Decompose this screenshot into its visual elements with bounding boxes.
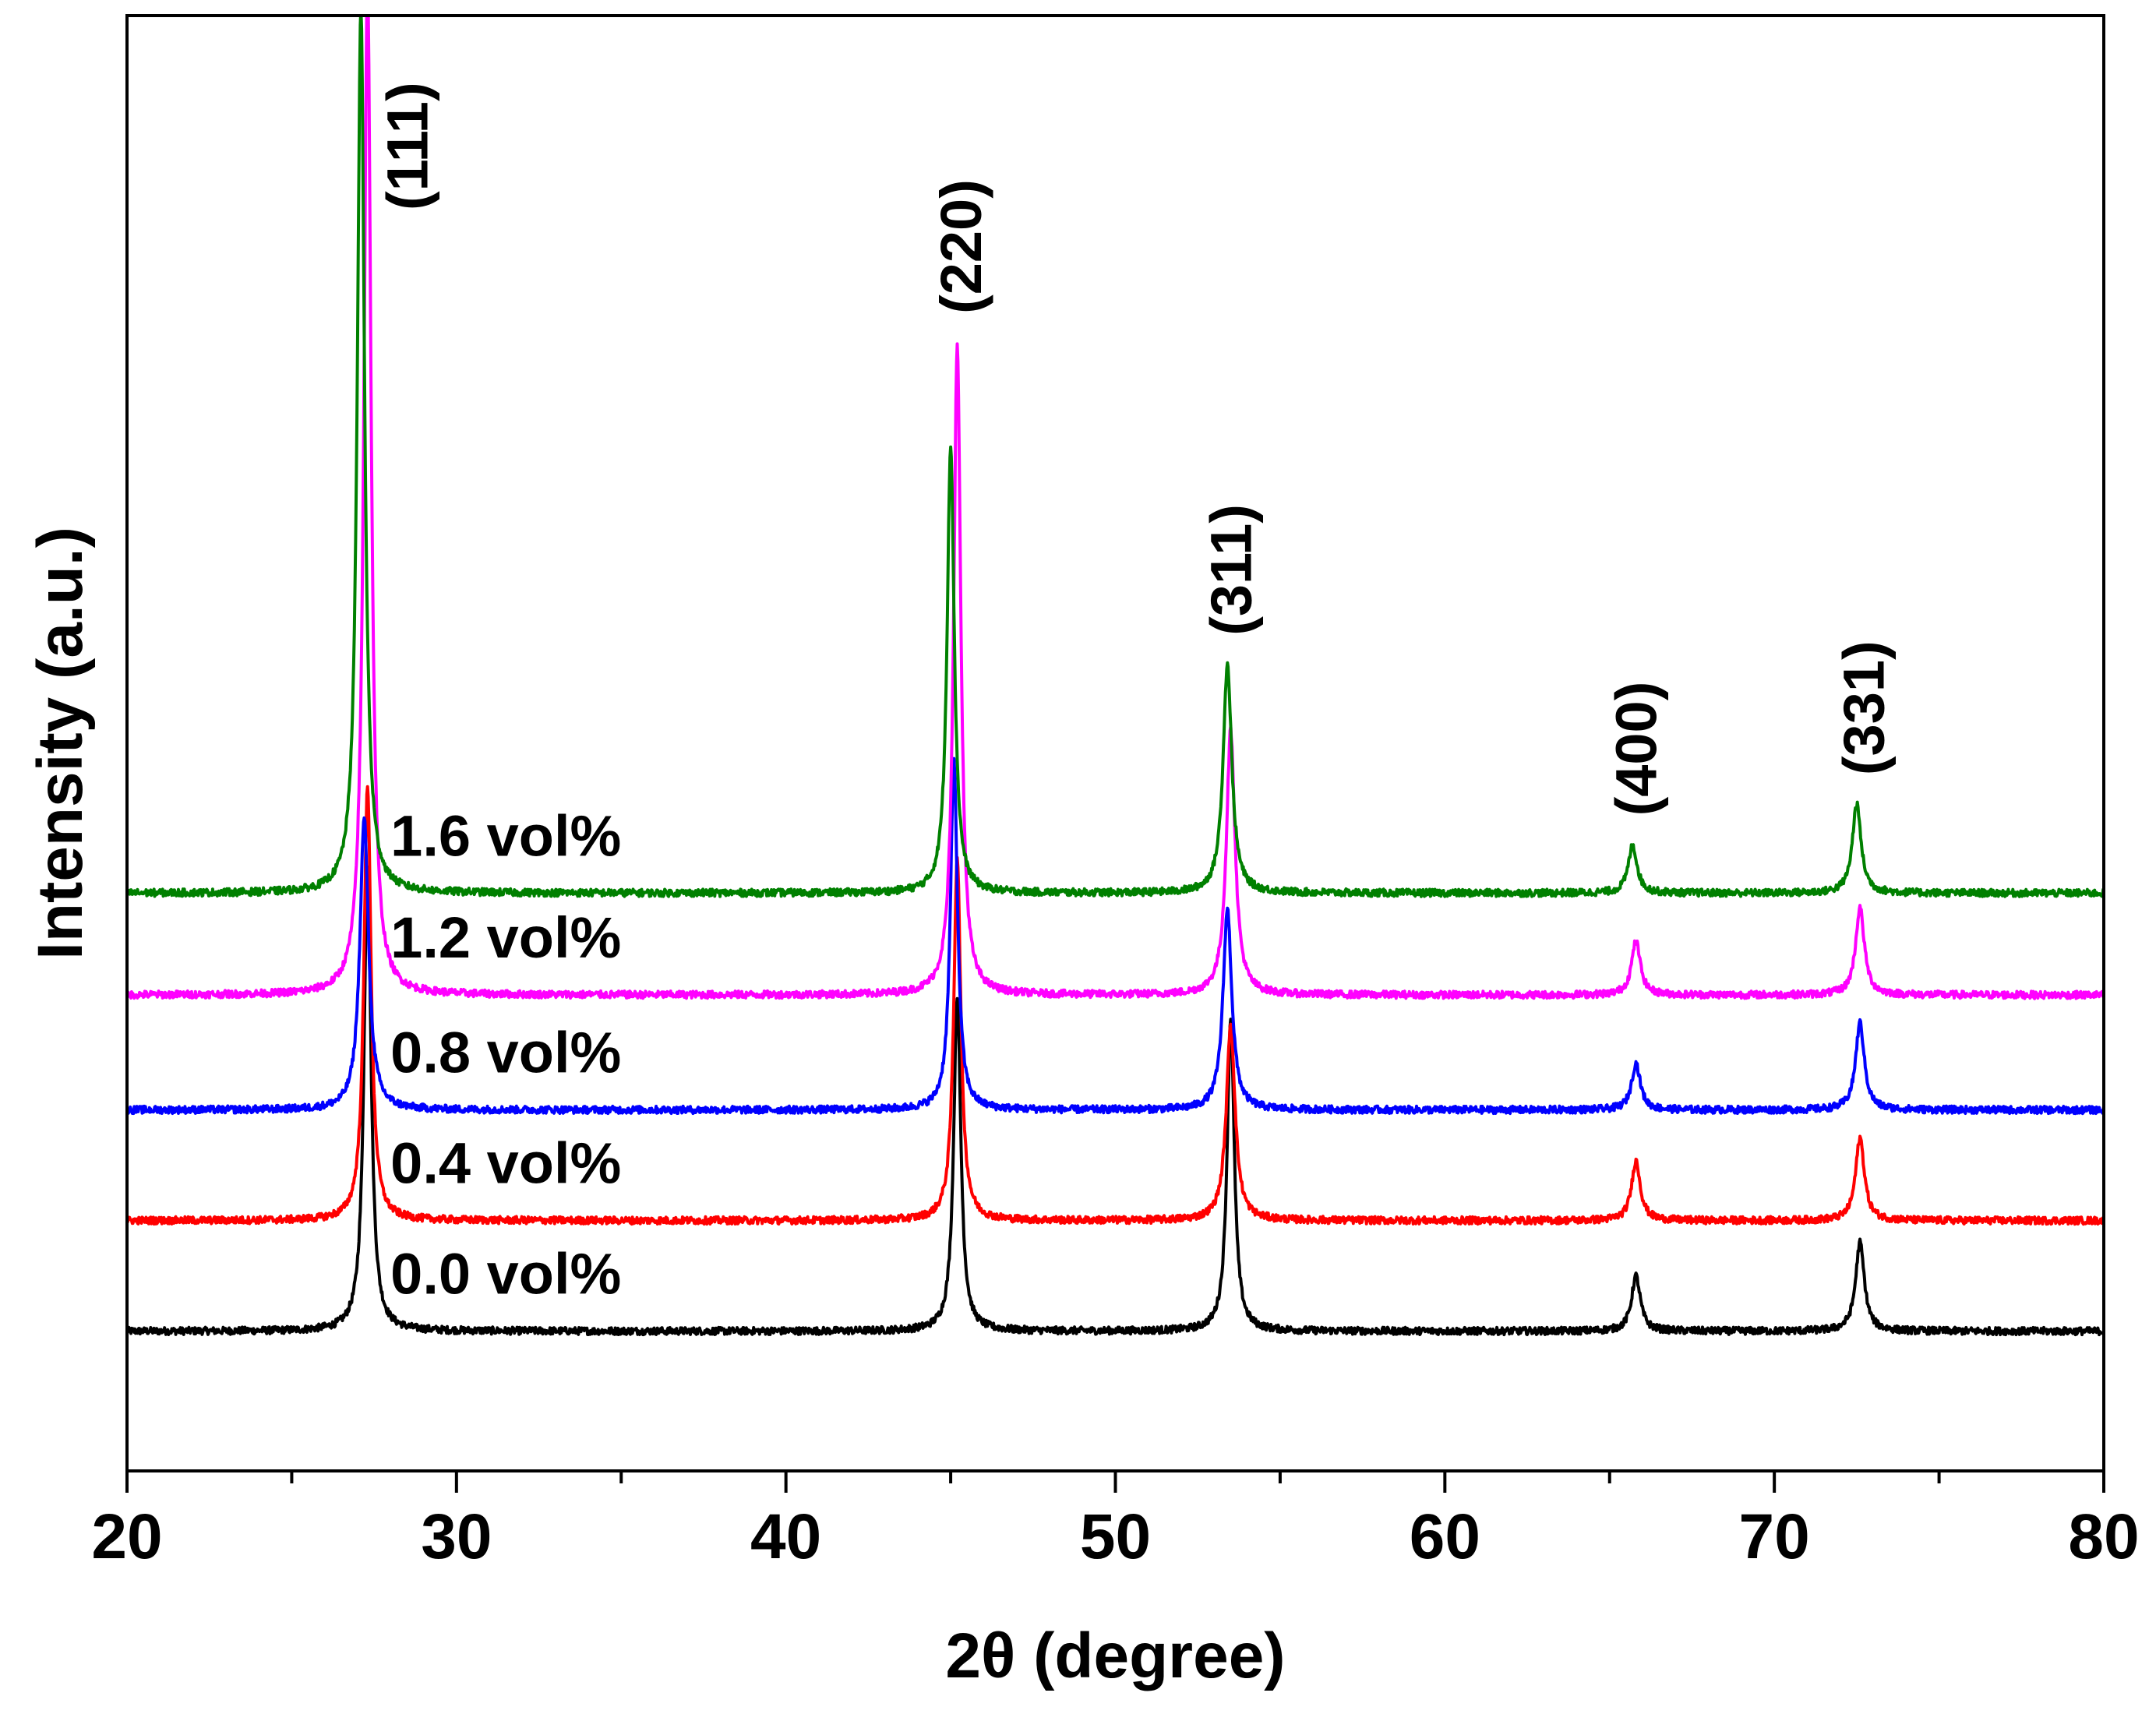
series-line-0-8-vol <box>127 756 2104 1116</box>
y-axis-title: Intensity (a.u.) <box>25 527 96 960</box>
x-tick-label: 50 <box>1080 1501 1151 1572</box>
peak-label: (220) <box>929 179 993 314</box>
peak-label: (111) <box>375 82 439 210</box>
x-axis: 20 30 40 50 60 70 80 <box>91 1471 2140 1572</box>
x-tick-label: 20 <box>91 1501 162 1572</box>
x-tick-label: 40 <box>750 1501 821 1572</box>
x-axis-title: 2θ (degree) <box>945 1621 1285 1691</box>
x-tick-label: 80 <box>2068 1501 2139 1572</box>
x-tick-label: 70 <box>1739 1501 1810 1572</box>
series-label: 0.0 vol% <box>390 1242 621 1307</box>
series-line-0-4-vol <box>127 785 2104 1226</box>
series-labels: 0.0 vol% 0.4 vol% 0.8 vol% 1.2 vol% 1.6 vol% <box>390 803 621 1306</box>
series-label: 1.2 vol% <box>390 905 621 970</box>
peak-label: (400) <box>1604 682 1669 816</box>
series-layer <box>127 16 2104 1337</box>
peak-label: (331) <box>1831 640 1896 775</box>
peak-label: (311) <box>1199 504 1264 636</box>
series-label: 0.8 vol% <box>390 1021 621 1085</box>
x-tick-label: 30 <box>421 1501 492 1572</box>
series-line-1-2-vol <box>127 16 2104 1000</box>
series-line-0-0-vol <box>127 866 2104 1337</box>
series-label: 0.4 vol% <box>390 1131 621 1196</box>
series-line-1-6-vol <box>127 16 2104 898</box>
series-label: 1.6 vol% <box>390 803 621 868</box>
peak-labels: (111) (220) (311) (400) (331) <box>375 82 1896 816</box>
x-tick-label: 60 <box>1410 1501 1480 1572</box>
